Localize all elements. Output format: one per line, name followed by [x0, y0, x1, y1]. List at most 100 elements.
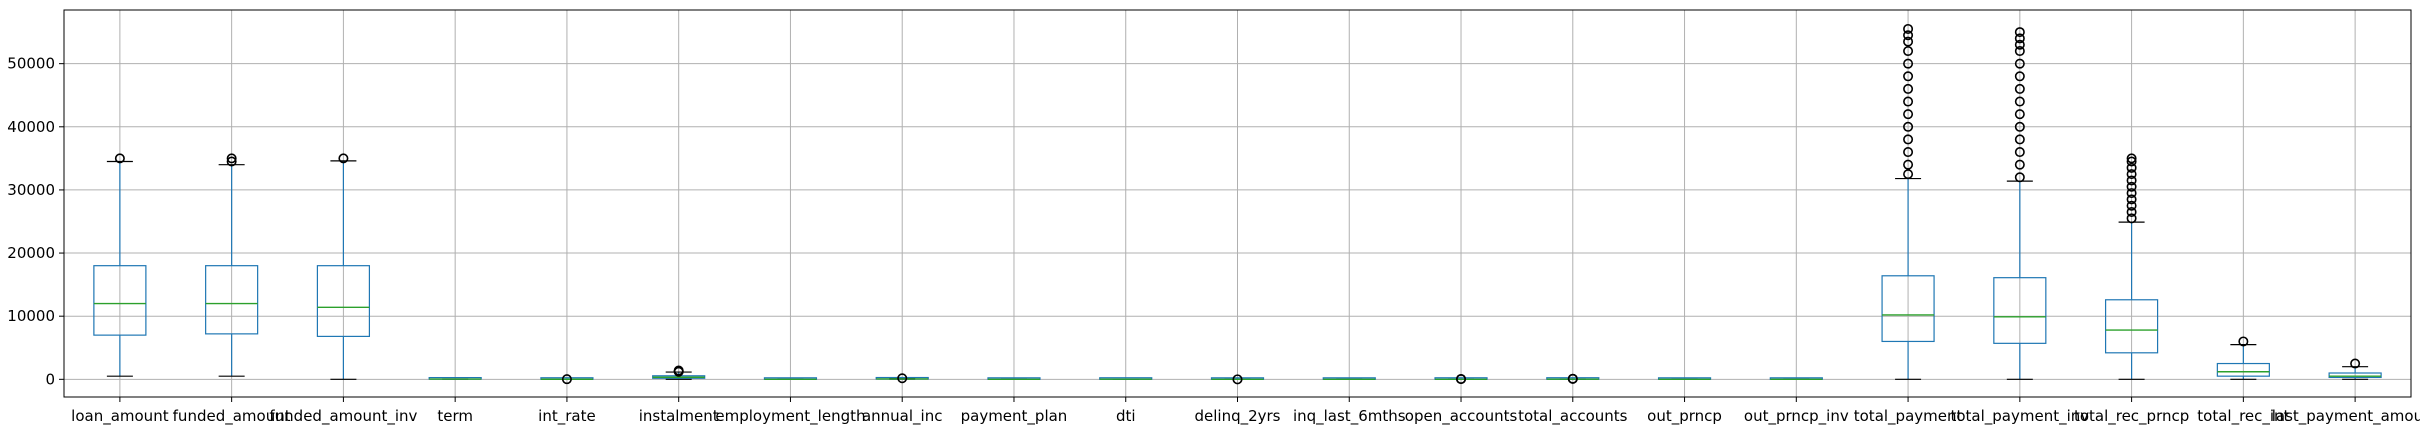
outlier-point	[2126, 188, 2137, 199]
x-tick-label: funded_amount_inv	[269, 407, 417, 426]
x-tick-label: term	[437, 407, 473, 425]
outlier-point	[1903, 96, 1914, 107]
box-out_prncp_inv	[1769, 377, 1823, 381]
box-instalment	[652, 365, 706, 380]
x-tick-label: loan_amount	[71, 407, 169, 426]
x-tick-label: employment_length	[715, 407, 865, 426]
box-body	[2216, 362, 2270, 377]
box-term	[428, 376, 482, 380]
outlier-point	[2238, 336, 2249, 347]
outlier-point	[2014, 71, 2025, 82]
box-total_rec_int	[2216, 336, 2270, 380]
box-delinq_2yrs	[1210, 374, 1265, 385]
outlier-point	[2014, 96, 2025, 107]
x-tick-label: out_prncp	[1647, 407, 1722, 426]
y-axis-ticks: 0 10000 20000 30000 40000 50000	[7, 55, 64, 388]
box-employment_length	[763, 377, 818, 380]
y-tick-label: 30000	[7, 181, 55, 199]
outlier-point	[1903, 30, 1914, 41]
outlier-point	[561, 374, 572, 385]
outlier-point	[1903, 147, 1914, 158]
outlier-point	[2014, 159, 2025, 170]
outlier-point	[1903, 71, 1914, 82]
outlier-point	[1903, 109, 1914, 120]
plot-frame	[63, 9, 2412, 398]
outlier-point	[2014, 83, 2025, 94]
outlier-point	[1903, 83, 1914, 94]
x-tick-label: open_accounts	[1405, 407, 1518, 426]
outlier-point	[2014, 58, 2025, 69]
outlier-point	[226, 156, 237, 167]
box-body	[205, 265, 259, 335]
outlier-point	[2014, 134, 2025, 145]
x-tick-label: inq_last_6mths	[1293, 407, 1406, 426]
x-tick-label: dti	[1116, 407, 1136, 425]
y-tick-label: 10000	[7, 307, 55, 325]
outlier-point	[2350, 358, 2361, 369]
outlier-point	[2014, 39, 2025, 50]
outlier-point	[2014, 121, 2025, 132]
box-int_rate	[540, 374, 594, 385]
box-total_accounts	[1546, 373, 1600, 384]
box-total_payment	[1881, 23, 1935, 380]
outlier-point	[1903, 169, 1914, 180]
outlier-point	[2014, 46, 2025, 57]
box-body	[316, 265, 371, 337]
outlier-point	[2014, 109, 2025, 120]
x-tick-label: total_rec_int	[2197, 407, 2289, 426]
x-tick-label: total_rec_prncp	[2074, 407, 2189, 426]
box-body	[2104, 299, 2159, 354]
outlier-point	[2126, 162, 2137, 173]
outlier-point	[2014, 172, 2025, 183]
box-payment_plan	[987, 377, 1041, 381]
x-tick-label: last_payment_amount	[2272, 407, 2420, 426]
box-out_prncp	[1657, 377, 1712, 381]
outlier-point	[2126, 175, 2137, 186]
outlier-point	[1903, 36, 1914, 47]
box-funded_amount_inv	[316, 153, 371, 380]
box-annual_inc	[875, 373, 929, 384]
y-tick-label: 50000	[7, 55, 55, 73]
outlier-point	[1903, 58, 1914, 69]
box-last_payment_amount	[2328, 358, 2382, 380]
y-tick-label: 20000	[7, 244, 55, 262]
box-loan_amount	[93, 153, 147, 377]
x-tick-label: annual_inc	[862, 407, 943, 426]
x-tick-label: funded_amount	[173, 407, 291, 426]
x-tick-label: delinq_2yrs	[1194, 407, 1280, 426]
outlier-point	[673, 365, 684, 376]
outlier-point	[226, 153, 237, 164]
outlier-point	[1903, 134, 1914, 145]
x-tick-label: total_accounts	[1518, 407, 1628, 426]
box-body	[1881, 275, 1935, 343]
outlier-point	[114, 153, 125, 164]
outlier-point	[2126, 153, 2137, 164]
box-open_accounts	[1434, 373, 1488, 385]
outlier-point	[2126, 169, 2137, 180]
outlier-point	[1567, 373, 1578, 384]
outlier-point	[897, 373, 908, 384]
outlier-point	[1903, 46, 1914, 57]
outlier-point	[1456, 373, 1467, 384]
outlier-point	[338, 153, 349, 164]
box-body	[1993, 277, 2047, 344]
box-inq_last_6mths	[1322, 377, 1376, 381]
outlier-point	[1903, 23, 1914, 34]
box-dti	[1099, 377, 1153, 380]
x-tick-label: total_payment	[1854, 407, 1963, 426]
outlier-point	[2126, 200, 2137, 211]
outlier-point	[2126, 207, 2137, 218]
box-funded_amount	[205, 153, 259, 377]
outlier-point	[1903, 159, 1914, 170]
box-total_payment_inv	[1993, 27, 2047, 380]
box-layer	[93, 23, 2382, 385]
box-total_rec_prncp	[2104, 153, 2159, 380]
box-body	[2328, 372, 2382, 379]
x-tick-label: out_prncp_inv	[1744, 407, 1849, 426]
outlier-point	[2126, 156, 2137, 167]
x-axis-ticks: loan_amount funded_amountfunded_amount_in…	[71, 397, 2420, 426]
outlier-point	[2014, 147, 2025, 158]
x-tick-label: int_rate	[538, 407, 596, 426]
